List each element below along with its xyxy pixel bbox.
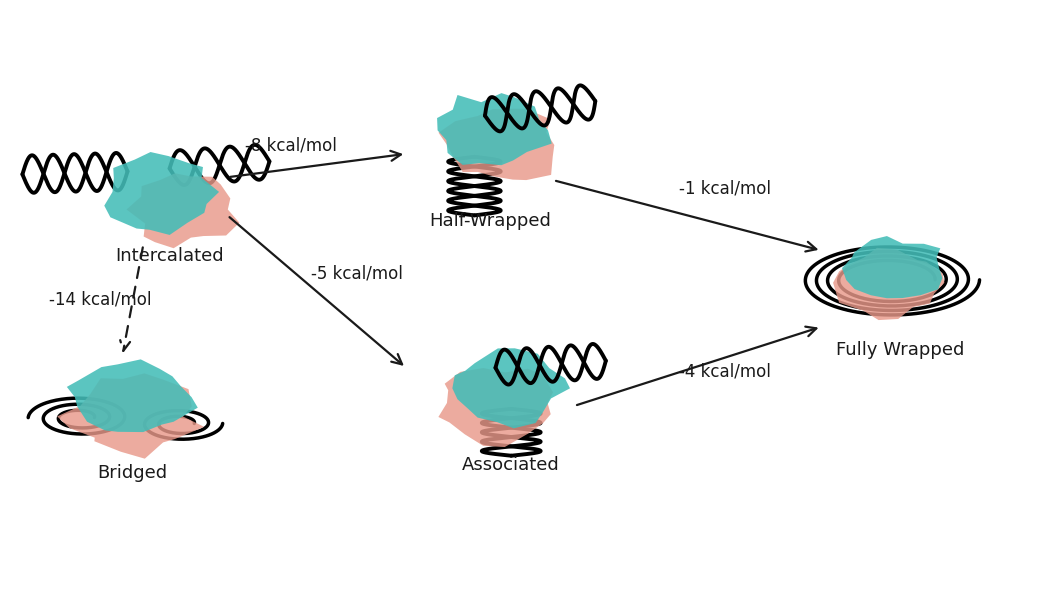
PathPatch shape xyxy=(438,109,554,180)
Text: -8 kcal/mol: -8 kcal/mol xyxy=(245,136,336,154)
PathPatch shape xyxy=(66,359,198,432)
Text: Fully Wrapped: Fully Wrapped xyxy=(836,341,964,359)
Text: -14 kcal/mol: -14 kcal/mol xyxy=(48,290,151,308)
Text: Half-Wrapped: Half-Wrapped xyxy=(429,212,551,230)
Text: Bridged: Bridged xyxy=(98,464,168,482)
PathPatch shape xyxy=(452,348,570,428)
PathPatch shape xyxy=(104,152,219,235)
PathPatch shape xyxy=(833,248,944,320)
Text: Associated: Associated xyxy=(463,455,560,474)
PathPatch shape xyxy=(437,93,551,165)
PathPatch shape xyxy=(842,236,942,298)
Text: Intercalated: Intercalated xyxy=(115,247,223,266)
PathPatch shape xyxy=(438,368,553,447)
Text: -4 kcal/mol: -4 kcal/mol xyxy=(680,363,772,381)
PathPatch shape xyxy=(57,373,204,459)
PathPatch shape xyxy=(126,173,239,248)
Text: -1 kcal/mol: -1 kcal/mol xyxy=(680,180,772,198)
Text: -5 kcal/mol: -5 kcal/mol xyxy=(312,265,404,283)
